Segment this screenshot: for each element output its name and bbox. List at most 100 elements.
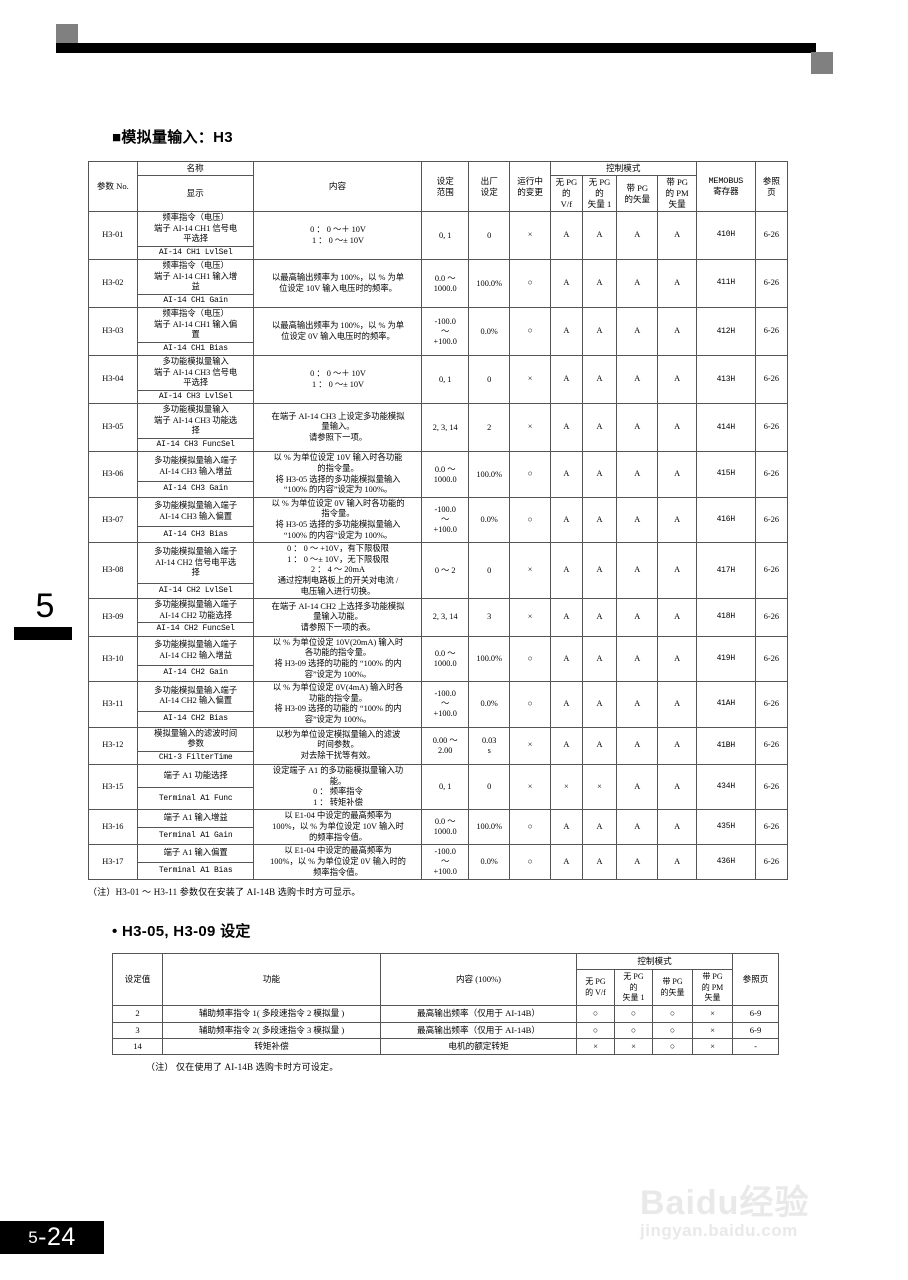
table-row-display: AI-14 CH3 FuncSel: [89, 438, 788, 453]
cell-set-ref-page: -: [732, 1037, 780, 1055]
cell-memobus-register: 417H: [695, 542, 756, 600]
cell-memobus-register: 414H: [695, 403, 756, 453]
cell-set-cm2: ×: [614, 1037, 653, 1055]
cell-control-mode-3: A: [616, 844, 659, 881]
cell-setting-range: 2, 3, 14: [421, 403, 469, 453]
parameter-table: 参数 No. 名称 内容 设定 范围 出厂 设定 运行中 的变更 控制模式 ME…: [88, 161, 789, 881]
cell-set-value: 3: [112, 1021, 163, 1039]
cell-control-mode-1: A: [549, 681, 583, 728]
th-cm-vector1-no-pg: 无 PG 的 矢量 1: [581, 175, 618, 212]
th-name: 名称: [136, 161, 254, 176]
cell-reference-page: 6-26: [754, 307, 789, 357]
cell-set-cm1: ○: [576, 1005, 615, 1023]
cell-control-mode-1: A: [549, 496, 583, 544]
cell-setting-range: 0.00 ～ 2.00: [421, 726, 469, 766]
cell-set-function: 辅助频率指令 1( 多段速指令 2 模拟量 ): [162, 1005, 381, 1023]
cell-control-mode-1: A: [549, 403, 583, 453]
cell-reference-page: 6-26: [754, 403, 789, 453]
th-content: 内容: [252, 161, 423, 212]
cell-control-mode-1: A: [549, 844, 583, 881]
cell-set-cm4: ×: [691, 1021, 734, 1039]
table-row-display: AI-14 CH2 LvlSel: [89, 582, 788, 600]
cell-runtime-change: ×: [509, 210, 551, 261]
cell-control-mode-3: A: [616, 259, 659, 309]
setting-section-heading: • H3-05, H3-09 设定: [112, 923, 251, 941]
table-row: H3-10 多功能模拟量输入端子 AI-14 CH2 输入增益以 % 为单位设定 …: [88, 635, 789, 683]
cell-control-mode-2: ×: [581, 764, 618, 811]
cell-parameter-content: 以 % 为单位设定 0V 输入时各功能的 指令量。 将 H3-05 选择的多功能…: [252, 496, 423, 544]
th-setting-cm3: 带 PG 的矢量: [652, 969, 693, 1007]
chapter-number: 5: [35, 587, 55, 625]
cell-control-mode-2: A: [581, 451, 618, 498]
cell-control-mode-1: A: [549, 210, 583, 261]
cell-set-cm4: ×: [691, 1005, 734, 1023]
cell-control-mode-3: A: [616, 496, 659, 544]
parameter-table-footnote: （注）H3-01 ～ H3-11 参数仅在安装了 AI-14B 选购卡时方可显示…: [88, 887, 361, 898]
cell-parameter-display: AI-14 CH3 Gain: [136, 480, 254, 498]
cell-set-content: 最高输出频率（仅用于 AI-14B）: [380, 1021, 577, 1039]
cell-setting-range: 0.0 ～ 1000.0: [421, 635, 469, 683]
table-row: H3-16 端子 A1 输入增益以 E1-04 中设定的最高频率为 100%，以 …: [88, 809, 789, 846]
cell-factory-setting: 2: [467, 403, 511, 453]
parameter-table-head: 参数 No. 名称 内容 设定 范围 出厂 设定 运行中 的变更 控制模式 ME…: [88, 161, 789, 212]
cell-control-mode-2: A: [581, 307, 618, 357]
cell-parameter-number: H3-11: [88, 681, 138, 728]
cell-factory-setting: 100.0%: [467, 451, 511, 498]
cell-parameter-number: H3-07: [88, 496, 138, 544]
table-row-display: AI-14 CH3 LvlSel: [89, 390, 788, 405]
cell-setting-range: -100.0 ～ +100.0: [421, 307, 469, 357]
cell-setting-range: 0.0 ～ 1000.0: [421, 809, 469, 846]
cell-control-mode-2: A: [581, 635, 618, 683]
cell-control-mode-1: ×: [549, 764, 583, 811]
th-setting-cm4: 带 PG 的 PM 矢量: [691, 969, 734, 1007]
cell-parameter-display: CH1-3 FilterTime: [136, 750, 254, 766]
cell-factory-setting: 3: [467, 598, 511, 637]
cell-parameter-name: 多功能模拟量输入端子 AI-14 CH3 输入偏置: [136, 496, 254, 528]
cell-factory-setting: 0: [467, 355, 511, 405]
page-header-rule: [0, 0, 908, 100]
cell-parameter-name: 端子 A1 输入增益: [136, 809, 254, 829]
chapter-tab-bar: [14, 627, 72, 640]
cell-reference-page: 6-26: [754, 635, 789, 683]
cell-factory-setting: 0.0%: [467, 307, 511, 357]
cell-set-cm4: ×: [691, 1037, 734, 1055]
watermark: Baidu经验 jingyan.baidu.com: [640, 1186, 890, 1242]
cell-parameter-content: 以 % 为单位设定 10V(20mA) 输入时 各功能的指令量。 将 H3-09…: [252, 635, 423, 683]
cell-parameter-name: 频率指令（电压） 端子 AI-14 CH1 输入增 益: [136, 259, 254, 295]
cell-control-mode-3: A: [616, 598, 659, 637]
cell-control-mode-1: A: [549, 451, 583, 498]
cell-reference-page: 6-26: [754, 764, 789, 811]
parameter-table-body: H3-01 频率指令（电压） 端子 AI-14 CH1 信号电 平选择 0 ： 0 …: [88, 210, 789, 881]
cell-control-mode-2: A: [581, 542, 618, 600]
cell-control-mode-3: A: [616, 681, 659, 728]
setting-header-row-1: 设定值 功能 内容 (100%) 控制模式 参照页: [112, 953, 780, 1007]
cell-parameter-number: H3-08: [88, 542, 138, 600]
cell-reference-page: 6-26: [754, 844, 789, 881]
table-row-display: AI-14 CH1 Gain: [89, 293, 788, 309]
cell-control-mode-4: A: [657, 844, 697, 881]
cell-parameter-name: 多功能模拟量输入端子 AI-14 CH2 输入增益: [136, 635, 254, 667]
th-function: 功能: [162, 953, 381, 1007]
cell-set-function: 辅助频率指令 2( 多段速指令 3 模拟量 ): [162, 1021, 381, 1039]
cell-setting-range: 0, 1: [421, 355, 469, 405]
cell-set-ref-page: 6-9: [732, 1021, 780, 1039]
cell-memobus-register: 419H: [695, 635, 756, 683]
cell-runtime-change: ○: [509, 307, 551, 357]
cell-control-mode-2: A: [581, 844, 618, 881]
setting-table-body: 2 辅助频率指令 1( 多段速指令 2 模拟量 ) 最高输出频率（仅用于 AI-14…: [112, 1005, 780, 1055]
cell-parameter-name: 多功能模拟量输入端子 AI-14 CH2 输入偏置: [136, 681, 254, 712]
cell-control-mode-3: A: [616, 764, 659, 811]
cell-control-mode-4: A: [657, 635, 697, 683]
cell-control-mode-1: A: [549, 598, 583, 637]
cell-setting-range: 0.0 ～ 1000.0: [421, 451, 469, 498]
cell-parameter-content: 以秒为单位设定模拟量输入的滤波 时间参数。 对去除干扰等有效。: [252, 726, 423, 766]
cell-control-mode-4: A: [657, 259, 697, 309]
cell-control-mode-4: A: [657, 451, 697, 498]
cell-runtime-change: ○: [509, 635, 551, 683]
table-row: H3-17 端子 A1 输入偏置以 E1-04 中设定的最高频率为 100%，以 …: [88, 844, 789, 881]
cell-reference-page: 6-26: [754, 355, 789, 405]
cell-parameter-display: AI-14 CH2 LvlSel: [136, 582, 254, 600]
cell-parameter-display: AI-14 CH1 LvlSel: [136, 245, 254, 261]
cell-parameter-number: H3-09: [88, 598, 138, 637]
